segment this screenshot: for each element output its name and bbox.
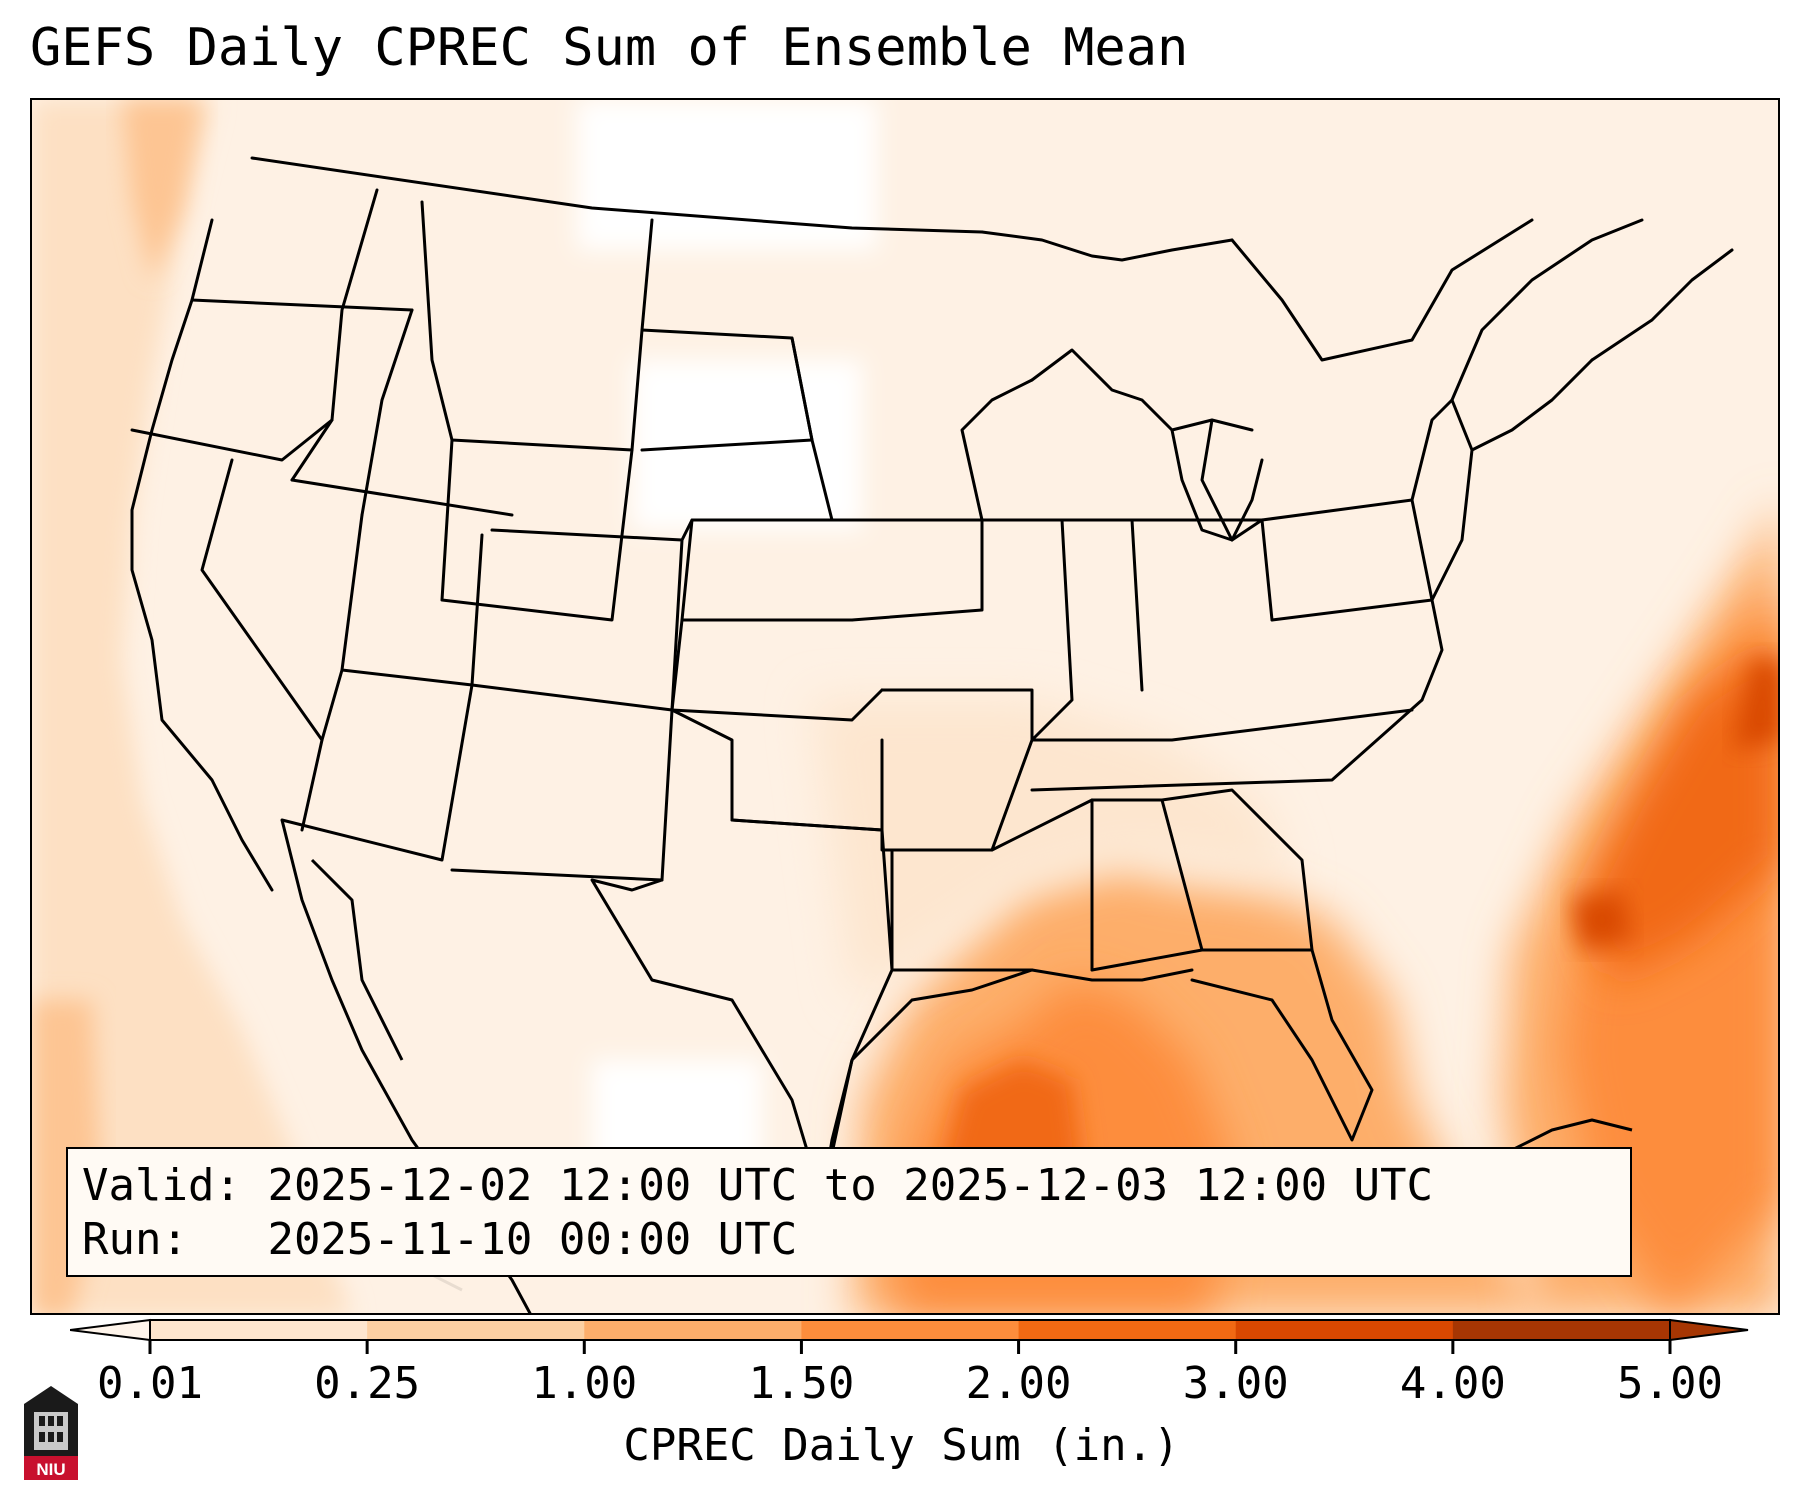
colorbar-segment [367, 1320, 585, 1340]
colorbar-segment [584, 1320, 802, 1340]
colorbar-segment [801, 1320, 1020, 1340]
colorbar-tick-label: 4.00 [1399, 1358, 1506, 1409]
colorbar-extend-high [1669, 1318, 1749, 1342]
precipitation-map [30, 98, 1780, 1315]
valid-time-range: 2025-12-02 12:00 UTC to 2025-12-03 12:00… [267, 1160, 1434, 1211]
colorbar-segment [1452, 1320, 1671, 1340]
niu-logo-icon: NIU [24, 1386, 78, 1480]
precipitation-field [32, 100, 1778, 1313]
colorbar-segment [1235, 1320, 1454, 1340]
colorbar-tick-label: 2.00 [965, 1358, 1072, 1409]
colorbar-tick-label: 3.00 [1182, 1358, 1289, 1409]
colorbar-tick-label: 1.00 [531, 1358, 638, 1409]
colorbar-tick-label: 0.25 [314, 1358, 421, 1409]
colorbar-label: CPREC Daily Sum (in.) [623, 1420, 1180, 1471]
valid-label: Valid: [82, 1160, 241, 1211]
colorbar-tick-label: 5.00 [1617, 1358, 1723, 1409]
colorbar-tick-label: 0.01 [97, 1358, 203, 1409]
run-label: Run: [82, 1214, 188, 1265]
state-boundaries [130, 156, 1734, 1202]
logo-text: NIU [36, 1460, 65, 1479]
colorbar-extend-low [70, 1318, 151, 1342]
colorbar [70, 1318, 1749, 1354]
run-time: 2025-11-10 00:00 UTC [267, 1214, 798, 1265]
map-title: GEFS Daily CPREC Sum of Ensemble Mean [30, 18, 1189, 78]
colorbar-tick-label: 1.50 [748, 1358, 855, 1409]
colorbar-segment [1018, 1320, 1237, 1340]
colorbar-segment [150, 1320, 368, 1340]
valid-run-info: Valid: 2025-12-02 12:00 UTC to 2025-12-0… [66, 1147, 1632, 1277]
